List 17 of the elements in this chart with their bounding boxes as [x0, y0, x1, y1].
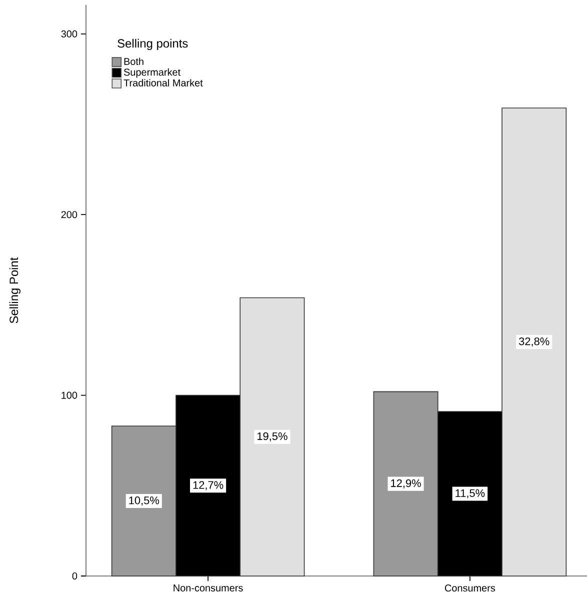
legend-label: Traditional Market: [124, 79, 203, 86]
annotation: 10,5%: [129, 496, 160, 506]
legend-title: Selling points: [118, 38, 188, 50]
annotation: 11,5%: [456, 489, 485, 498]
annotation: 19,5%: [257, 432, 288, 442]
annotation: 12,9%: [391, 479, 421, 488]
legend-label: Both: [124, 58, 144, 66]
y-tick-label: 200: [61, 211, 78, 218]
y-tick-label: 300: [61, 30, 78, 38]
annotation: 32,8%: [518, 337, 550, 347]
annotation: 12,7%: [193, 481, 224, 490]
y-tick-label: 0: [72, 572, 78, 580]
legend-label: Supermarket: [124, 68, 180, 78]
x-tick-label: Consumers: [444, 584, 496, 592]
y-tick-label: 100: [62, 392, 78, 399]
x-tick-label: Non-consumers: [174, 584, 243, 592]
y-axis-title: Selling Point: [9, 257, 20, 324]
